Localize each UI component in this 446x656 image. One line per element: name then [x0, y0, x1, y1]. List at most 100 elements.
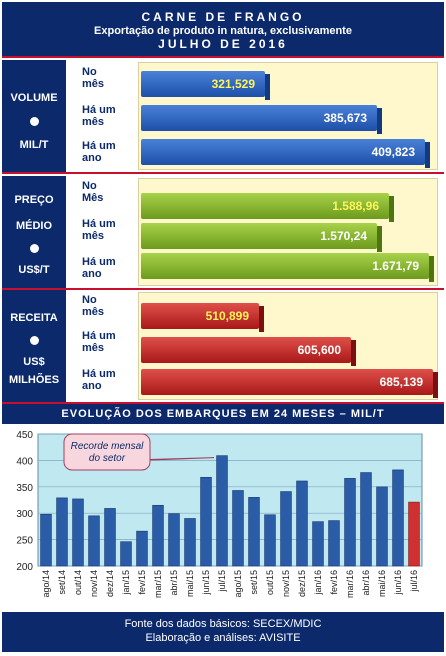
revenue-unit: MILHÕES — [8, 374, 60, 386]
footer: Fonte dos dados básicos: SECEX/MDIC Elab… — [2, 612, 444, 652]
footer-source: Fonte dos dados básicos: SECEX/MDIC — [124, 618, 322, 630]
annotation-text: Recorde mensal — [71, 441, 145, 452]
revenue-currency: US$ — [23, 356, 45, 368]
chart-bar — [344, 478, 356, 567]
revenue-row-labels: No mês Há um mês Há um ano — [66, 290, 138, 402]
chart-bar — [120, 541, 132, 567]
chart-bar — [296, 480, 308, 567]
revenue-bar-current: 510,899 — [141, 303, 264, 332]
page-title: CARNE DE FRANGO — [141, 10, 305, 24]
price-label: PREÇO — [14, 194, 54, 206]
chart-bar — [280, 491, 292, 567]
bullet-icon — [30, 117, 39, 126]
row-label: No mês — [82, 294, 105, 318]
row-label: Há um ano — [82, 256, 116, 280]
footer-credit: Elaboração e análises: AVISITE — [145, 632, 301, 644]
x-tick-label: mar/16 — [345, 570, 355, 598]
chart-bar — [184, 518, 196, 567]
chart-bar — [40, 513, 52, 567]
volume-bar-current: 321,529 — [141, 71, 270, 100]
price-plot: 1.588,96 1.570,24 1.671,79 — [138, 178, 438, 286]
volume-section: VOLUME MIL/T No mês Há um mês Há um ano … — [2, 60, 444, 174]
volume-unit: MIL/T — [19, 139, 49, 151]
volume-label: VOLUME — [10, 92, 58, 104]
price-row-labels: No Mês Há um mês Há um ano — [66, 176, 138, 288]
revenue-plot: 510,899 605,600 685,139 — [138, 292, 438, 400]
x-tick-label: ago/14 — [41, 570, 51, 598]
revenue-bar-month-ago: 605,600 — [141, 337, 356, 366]
bar-value: 1.570,24 — [320, 229, 367, 243]
price-side-label: PREÇO MÉDIO US$/T — [2, 176, 66, 288]
x-tick-label: dez/15 — [297, 570, 307, 597]
revenue-side-label: RECEITA US$ MILHÕES — [2, 290, 66, 402]
bullet-icon — [30, 244, 39, 253]
price-unit: US$/T — [18, 264, 50, 276]
header: CARNE DE FRANGO Exportação de produto in… — [2, 2, 444, 58]
volume-bar-year-ago: 409,823 — [141, 139, 430, 168]
x-tick-label: jun/15 — [201, 570, 211, 596]
x-tick-label: out/15 — [265, 570, 275, 595]
chart-bar — [88, 515, 100, 567]
chart-bar — [392, 469, 404, 567]
evolution-chart-svg: 200 250 300 350 400 450 ago/14 set/14 out/14 nov/… — [16, 430, 423, 598]
bar-value: 1.588,96 — [332, 199, 379, 213]
bar-value: 510,899 — [205, 309, 249, 323]
y-tick-label: 350 — [16, 483, 33, 494]
x-tick-label: mar/15 — [153, 570, 163, 598]
price-bar-current: 1.588,96 — [141, 193, 394, 222]
x-tick-label: jul/15 — [217, 570, 227, 593]
y-tick-label: 450 — [16, 430, 33, 441]
y-tick-label: 400 — [16, 456, 33, 467]
volume-plot: 321,529 385,673 409,823 — [138, 62, 438, 170]
row-label: No Mês — [82, 180, 104, 204]
annotation-box — [63, 433, 151, 471]
price-bar-year-ago: 1.671,79 — [141, 253, 434, 282]
chart-bar — [136, 530, 148, 567]
x-tick-label: abr/15 — [169, 570, 179, 596]
x-tick-label: ago/15 — [233, 570, 243, 598]
bar-value: 1.671,79 — [372, 259, 419, 273]
x-tick-label: jan/15 — [121, 570, 131, 596]
x-tick-label: nov/14 — [89, 570, 99, 597]
y-tick-label: 200 — [16, 562, 33, 573]
row-label: Há um mês — [82, 104, 116, 128]
chart-bar — [216, 455, 228, 567]
row-label: Há um ano — [82, 140, 116, 164]
x-tick-label: fev/15 — [137, 570, 147, 595]
x-tick-label: fev/16 — [329, 570, 339, 595]
x-tick-label: jun/16 — [393, 570, 403, 596]
chart-bar — [152, 504, 164, 567]
x-tick-label: abr/16 — [361, 570, 371, 596]
revenue-section: RECEITA US$ MILHÕES No mês Há um mês Há … — [2, 290, 444, 404]
bar-value: 385,673 — [323, 111, 367, 125]
chart-bar — [312, 521, 324, 567]
x-tick-label: set/15 — [249, 570, 259, 595]
volume-bar-month-ago: 385,673 — [141, 105, 382, 134]
bullet-icon — [30, 336, 39, 345]
row-label: No mês — [82, 66, 105, 90]
page-subtitle: Exportação de produto in natura, exclusi… — [94, 25, 352, 37]
chart-bar — [104, 508, 116, 567]
bar-value: 685,139 — [379, 375, 423, 389]
chart-bar — [360, 472, 372, 567]
revenue-bar-year-ago: 685,139 — [141, 369, 438, 398]
chart-bar — [200, 476, 212, 567]
evolution-chart: 200 250 300 350 400 450 ago/14 set/14 out/14 nov/… — [2, 424, 444, 610]
x-tick-label: mai/16 — [377, 570, 387, 597]
price-bar-month-ago: 1.570,24 — [141, 223, 382, 252]
price-label-2: MÉDIO — [15, 220, 53, 232]
chart-bar — [232, 490, 244, 567]
chart-bar — [56, 497, 68, 567]
chart-bar — [376, 486, 388, 567]
chart-bar — [72, 498, 84, 567]
bar-value: 605,600 — [297, 343, 341, 357]
chart-bar — [168, 513, 180, 567]
bar-value: 321,529 — [211, 77, 255, 91]
x-tick-label: dez/14 — [105, 570, 115, 597]
x-tick-label: mai/15 — [185, 570, 195, 597]
x-tick-label: out/14 — [73, 570, 83, 595]
price-section: PREÇO MÉDIO US$/T No Mês Há um mês Há um… — [2, 176, 444, 290]
revenue-label: RECEITA — [10, 312, 58, 324]
y-tick-label: 250 — [16, 536, 33, 547]
